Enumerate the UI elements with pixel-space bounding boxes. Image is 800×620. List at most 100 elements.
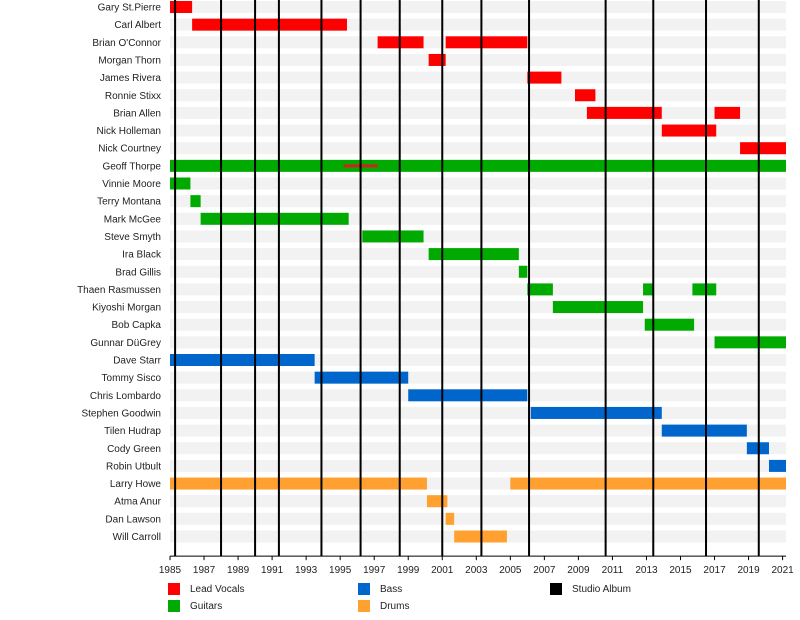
bar-james-rivera-vocals-0 <box>527 71 562 84</box>
bar-brad-gillis-guitars-0 <box>518 265 528 278</box>
x-tick-label-2013: 2013 <box>635 565 658 576</box>
legend-swatch-lead-vocals <box>168 583 180 595</box>
row-stripe-tommy-sisco <box>170 371 786 384</box>
bar-gary-st-pierre-vocals-0 <box>170 1 193 13</box>
bar-brian-allen-vocals-0 <box>586 106 662 119</box>
x-tick-label-2001: 2001 <box>431 565 454 576</box>
x-tick-label-2003: 2003 <box>465 565 488 576</box>
bar-atma-anur-drums-0 <box>426 495 448 508</box>
member-label-ira-black: Ira Black <box>122 250 162 261</box>
x-tick-label-1989: 1989 <box>227 565 250 576</box>
x-tick-label-1987: 1987 <box>193 565 216 576</box>
bar-thaen-rasmussen-guitars-0 <box>527 283 553 296</box>
x-tick-label-2007: 2007 <box>533 565 556 576</box>
member-label-tommy-sisco: Tommy Sisco <box>102 373 162 384</box>
member-label-kiyoshi-morgan: Kiyoshi Morgan <box>92 303 161 314</box>
row-stripe-nick-holleman <box>170 124 786 137</box>
bar-thaen-rasmussen-guitars-1 <box>643 283 654 296</box>
row-stripe-tilen-hudrap <box>170 424 786 437</box>
member-label-robin-utbult: Robin Utbult <box>106 461 161 472</box>
bar-terry-montana-guitars-0 <box>190 195 201 208</box>
x-tick-label-1991: 1991 <box>261 565 284 576</box>
row-stripe-robin-utbult <box>170 459 786 472</box>
legend-label-drums: Drums <box>380 600 410 612</box>
x-tick-label-1993: 1993 <box>295 565 318 576</box>
x-tick-label-1995: 1995 <box>329 565 352 576</box>
legend-label-lead-vocals: Lead Vocals <box>190 583 245 595</box>
member-label-terry-montana: Terry Montana <box>97 197 161 208</box>
bar-vinnie-moore-guitars-0 <box>170 177 191 190</box>
member-label-dan-lawson: Dan Lawson <box>105 514 161 525</box>
legend-swatch-bass <box>358 583 370 595</box>
member-label-nick-courtney: Nick Courtney <box>98 144 161 155</box>
bar-stephen-goodwin-bass-0 <box>530 406 662 419</box>
member-label-carl-albert: Carl Albert <box>114 20 161 31</box>
x-tick-label-2017: 2017 <box>703 565 726 576</box>
legend-label-guitars: Guitars <box>190 600 223 612</box>
member-label-atma-anur: Atma Anur <box>114 497 161 508</box>
member-label-brian-allen: Brian Allen <box>113 108 161 119</box>
legend-item-studio-album: Studio Album <box>550 582 631 596</box>
x-tick-label-2009: 2009 <box>567 565 590 576</box>
bar-brian-allen-vocals-1 <box>714 106 741 119</box>
member-label-cody-green: Cody Green <box>107 444 161 455</box>
member-label-tilen-hudrap: Tilen Hudrap <box>104 426 161 437</box>
legend-item-lead-vocals: Lead Vocals <box>168 582 245 596</box>
member-label-gary-st-pierre: Gary St.Pierre <box>98 3 162 14</box>
bar-ronnie-stixx-vocals-0 <box>574 89 596 102</box>
row-stripe-vinnie-moore <box>170 177 786 190</box>
member-label-larry-howe: Larry Howe <box>110 479 162 490</box>
bar-larry-howe-drums-0 <box>170 477 427 490</box>
row-stripe-brian-allen <box>170 106 786 119</box>
member-label-chris-lombardo: Chris Lombardo <box>90 391 162 402</box>
row-stripe-brad-gillis <box>170 265 786 278</box>
bar-brian-o-connor-vocals-1 <box>445 36 528 49</box>
member-label-thaen-rasmussen: Thaen Rasmussen <box>77 285 161 296</box>
legend: Lead Vocals Guitars Bass Drums Studio Al… <box>168 582 688 616</box>
x-tick-label-2015: 2015 <box>669 565 692 576</box>
bar-robin-utbult-bass-0 <box>768 459 786 472</box>
x-tick-label-1999: 1999 <box>397 565 420 576</box>
row-stripe-kiyoshi-morgan <box>170 301 786 314</box>
member-label-ronnie-stixx: Ronnie Stixx <box>105 91 161 102</box>
legend-item-drums: Drums <box>358 599 409 613</box>
row-stripe-james-rivera <box>170 71 786 84</box>
row-stripe-gary-st-pierre <box>170 1 786 13</box>
x-tick-label-2011: 2011 <box>602 565 624 576</box>
bar-dan-lawson-drums-0 <box>445 512 455 525</box>
member-label-brad-gillis: Brad Gillis <box>115 267 161 278</box>
member-label-james-rivera: James Rivera <box>100 73 162 84</box>
legend-swatch-guitars <box>168 600 180 612</box>
legend-item-bass: Bass <box>358 582 402 596</box>
legend-swatch-drums <box>358 600 370 612</box>
member-label-brian-o-connor: Brian O'Connor <box>92 38 161 49</box>
row-stripe-thaen-rasmussen <box>170 283 786 296</box>
member-label-bob-capka: Bob Capka <box>112 320 162 331</box>
member-label-morgan-thorn: Morgan Thorn <box>98 55 161 66</box>
x-tick-label-2005: 2005 <box>499 565 522 576</box>
x-tick-label-2019: 2019 <box>737 565 760 576</box>
legend-item-guitars: Guitars <box>168 599 222 613</box>
bar-steve-smyth-guitars-0 <box>362 230 424 243</box>
bar-dave-starr-bass-0 <box>170 354 315 366</box>
x-tick-label-1997: 1997 <box>363 565 386 576</box>
bar-nick-courtney-vocals-0 <box>740 142 786 155</box>
timeline-plot: Gary St.Pierre Carl Albert Brian O'Connor M… <box>77 0 794 576</box>
bar-gunnar-d-grey-guitars-0 <box>714 336 786 349</box>
bar-mark-mcgee-guitars-0 <box>200 212 349 225</box>
member-label-nick-holleman: Nick Holleman <box>97 126 161 137</box>
x-tick-label-1985: 1985 <box>159 565 182 576</box>
row-stripe-bob-capka <box>170 318 786 331</box>
row-stripe-cody-green <box>170 442 786 455</box>
bar-larry-howe-drums-1 <box>510 477 786 490</box>
row-stripe-ronnie-stixx <box>170 89 786 102</box>
bar-geoff-thorpe-guitars-0 <box>170 159 786 172</box>
row-stripe-nick-courtney <box>170 142 786 155</box>
bar-ira-black-guitars-0 <box>428 248 519 261</box>
legend-label-bass: Bass <box>380 583 403 595</box>
row-stripe-stephen-goodwin <box>170 406 786 419</box>
legend-swatch-studio-album <box>550 583 562 595</box>
member-label-geoff-thorpe: Geoff Thorpe <box>102 161 161 172</box>
bar-nick-holleman-vocals-0 <box>661 124 717 137</box>
